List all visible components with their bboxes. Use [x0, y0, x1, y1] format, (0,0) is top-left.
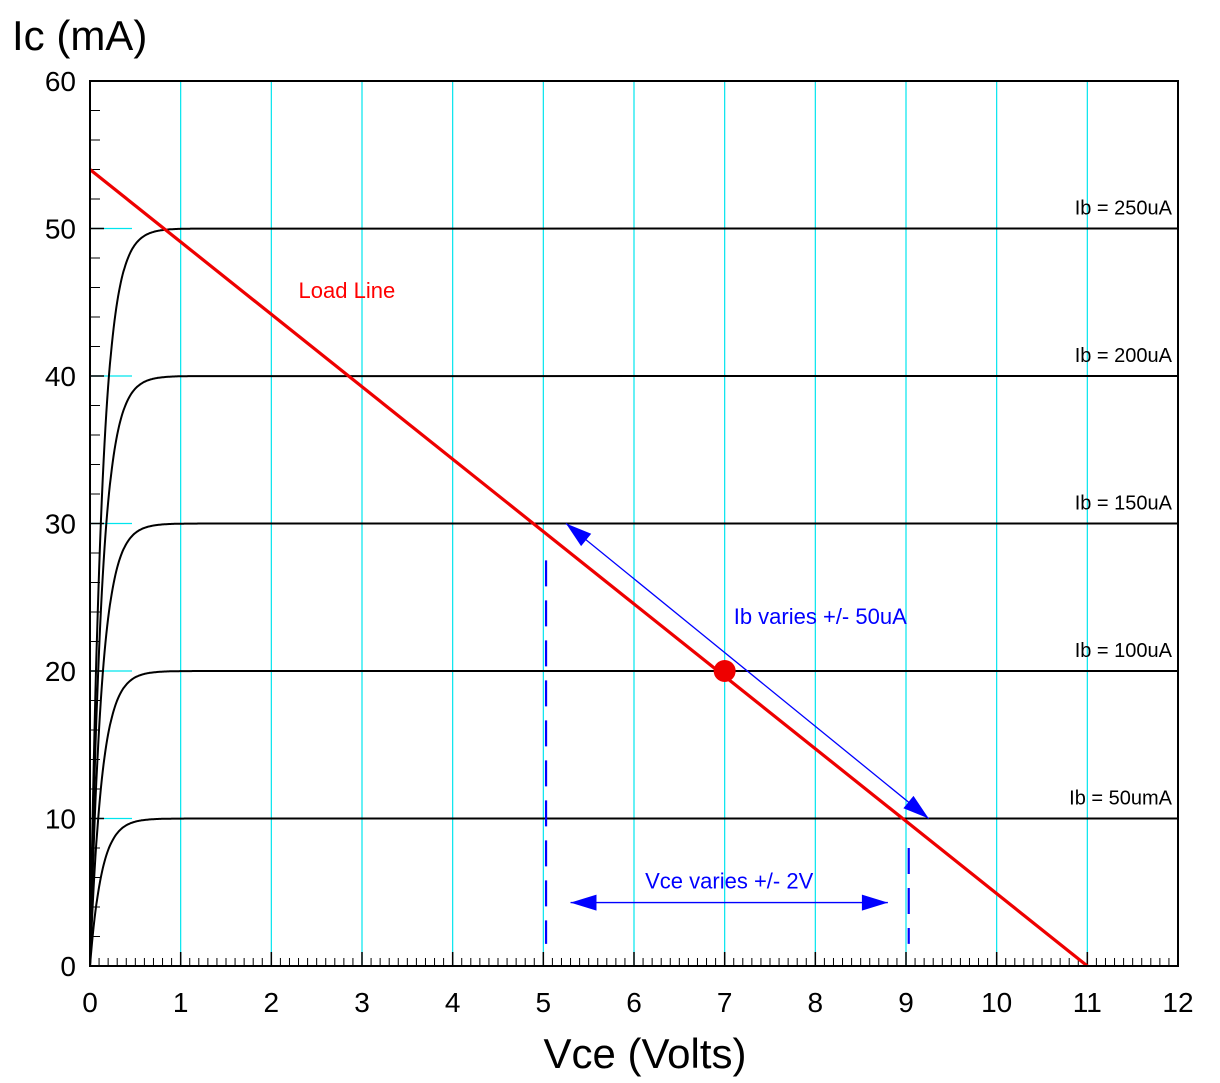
annotation-label: Ib varies +/- 50uA [734, 604, 907, 629]
x-tick-label: 2 [264, 987, 280, 1018]
y-tick-label: 30 [45, 509, 76, 540]
y-tick-label: 20 [45, 656, 76, 687]
q-point-marker [713, 660, 736, 682]
x-tick-label: 8 [808, 987, 824, 1018]
x-tick-label: 4 [445, 987, 461, 1018]
y-tick-label: 50 [45, 214, 76, 245]
x-tick-label: 1 [173, 987, 189, 1018]
annotation-label: Vce varies +/- 2V [645, 869, 813, 894]
x-tick-label: 7 [717, 987, 733, 1018]
x-tick-label: 6 [626, 987, 642, 1018]
annotation-arrow-line [565, 522, 930, 820]
x-axis-title: Vce (Volts) [543, 1030, 746, 1077]
x-tick-label: 3 [354, 987, 370, 1018]
y-tick-label: 60 [45, 66, 76, 97]
y-axis-title: Ic (mA) [12, 12, 147, 59]
series-label: Ib = 50umA [1069, 788, 1173, 810]
x-tick-label: 9 [898, 987, 914, 1018]
arrowhead-end [903, 795, 929, 819]
annotation-layer: Ib varies +/- 50uA Vce varies +/- 2V [544, 522, 930, 944]
characteristic-curve [89, 375, 1179, 967]
characteristic-curve [89, 227, 1179, 967]
load-line [89, 168, 1089, 968]
series-label: Ib = 100uA [1075, 640, 1173, 662]
loadline-layer: Load Line [89, 168, 1089, 968]
arrowhead-start [566, 523, 592, 547]
characteristic-curve [89, 522, 1178, 967]
arrowhead-end [861, 894, 888, 911]
characteristic-curve [89, 817, 1178, 967]
x-tick-label: 0 [82, 987, 98, 1018]
curves-layer: Ib = 50umA Ib = 100uA Ib = 150uA Ib = 200uA… [89, 198, 1179, 967]
y-tick-label: 0 [60, 951, 76, 982]
plot-frame [89, 80, 1179, 967]
characteristic-curve [89, 670, 1178, 967]
x-tick-label: 5 [536, 987, 552, 1018]
arrowhead-start [570, 894, 597, 911]
x-tick-label: 10 [981, 987, 1012, 1018]
load-line-label: Load Line [299, 278, 396, 303]
x-tick-label: 12 [1162, 987, 1193, 1018]
y-tick-label: 40 [45, 361, 76, 392]
y-tick-label: 10 [45, 804, 76, 835]
series-label: Ib = 150uA [1075, 493, 1173, 515]
x-tick-label: 11 [1073, 987, 1102, 1018]
series-label: Ib = 250uA [1075, 198, 1173, 220]
series-label: Ib = 200uA [1075, 345, 1173, 367]
